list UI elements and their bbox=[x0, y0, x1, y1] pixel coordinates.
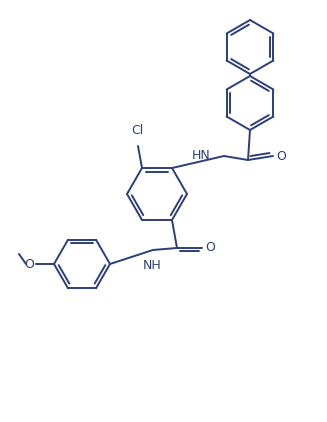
Text: O: O bbox=[205, 241, 215, 254]
Text: Cl: Cl bbox=[131, 124, 143, 137]
Text: HN: HN bbox=[192, 149, 211, 162]
Text: O: O bbox=[276, 149, 286, 162]
Text: NH: NH bbox=[143, 259, 162, 272]
Text: O: O bbox=[24, 257, 34, 271]
